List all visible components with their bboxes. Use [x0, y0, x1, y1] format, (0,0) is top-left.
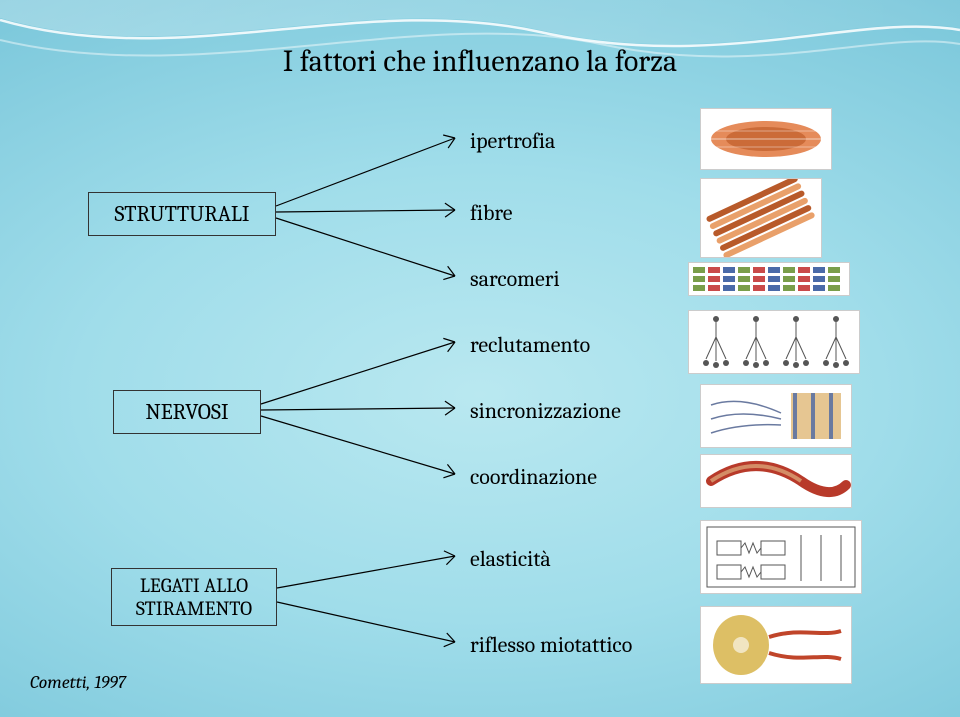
slide: I fattori che influenzano la forza STRUT… [0, 0, 960, 717]
img-fibre [700, 178, 822, 258]
img-sincronizzazione [700, 384, 852, 448]
img-coordinazione [700, 454, 852, 508]
label-sincronizzazione: sincronizzazione [470, 398, 621, 424]
label-riflesso: riflesso miotattico [470, 632, 632, 658]
img-elasticita [700, 520, 862, 594]
label-reclutamento: reclutamento [470, 332, 590, 358]
box-strutturali: STRUTTURALI [88, 192, 276, 236]
label-ipertrofia: ipertrofia [470, 128, 555, 154]
slide-title: I fattori che influenzano la forza [0, 44, 960, 79]
img-ipertrofia [700, 108, 832, 170]
citation: Cometti, 1997 [30, 672, 126, 693]
img-sarcomeri [688, 262, 850, 296]
label-coordinazione: coordinazione [470, 464, 597, 490]
label-sarcomeri: sarcomeri [470, 266, 560, 292]
img-riflesso [700, 606, 852, 684]
img-reclutamento [688, 310, 860, 374]
box-legati: LEGATI ALLO STIRAMENTO [111, 568, 277, 626]
label-fibre: fibre [470, 200, 513, 226]
label-elasticita: elasticità [470, 546, 551, 572]
box-nervosi: NERVOSI [113, 390, 261, 434]
